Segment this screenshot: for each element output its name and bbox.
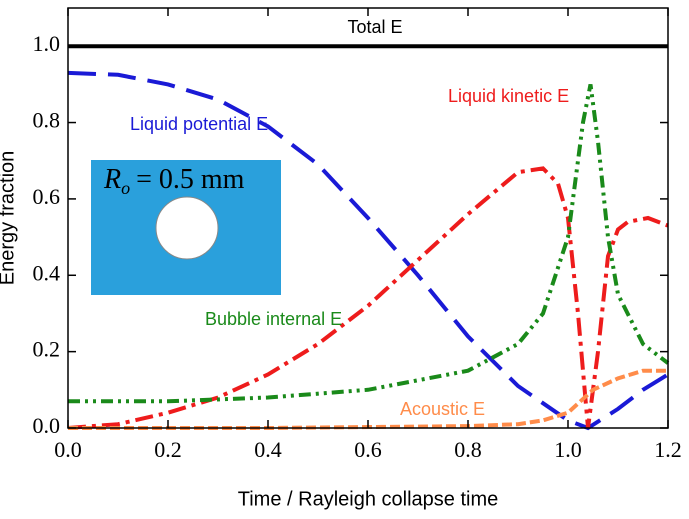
- y-tick-label: 0.2: [33, 337, 61, 362]
- series-label: Liquid kinetic E: [448, 86, 569, 106]
- x-tick-label: 0.8: [454, 437, 482, 462]
- x-tick-label: 0.6: [354, 437, 382, 462]
- x-tick-label: 1.0: [554, 437, 582, 462]
- inset-symbol: R: [103, 164, 121, 195]
- y-tick-label: 0.0: [33, 413, 61, 438]
- chart: Time / Rayleigh collapse time Energy fra…: [0, 0, 689, 519]
- y-tick-label: 1.0: [33, 31, 61, 56]
- y-tick-label: 0.4: [33, 260, 61, 285]
- x-tick-label: 0.0: [54, 437, 82, 462]
- x-axis-title: Time / Rayleigh collapse time: [238, 488, 498, 510]
- y-tick-label: 0.6: [33, 184, 61, 209]
- x-tick-label: 0.4: [254, 437, 282, 462]
- inset-bubble: [156, 197, 218, 259]
- series-label: Acoustic E: [400, 399, 485, 419]
- x-tick-label: 0.2: [154, 437, 182, 462]
- x-tick-label: 1.2: [654, 437, 682, 462]
- series-line: [68, 371, 668, 428]
- series-label: Total E: [347, 17, 402, 37]
- series-label: Bubble internal E: [205, 309, 342, 329]
- y-axis-title: Energy fraction: [0, 151, 18, 286]
- y-tick-label: 0.8: [33, 108, 61, 133]
- inset-text: = 0.5 mm: [136, 164, 245, 195]
- inset-subscript: o: [121, 178, 130, 198]
- series-label: Liquid potential E: [130, 114, 268, 134]
